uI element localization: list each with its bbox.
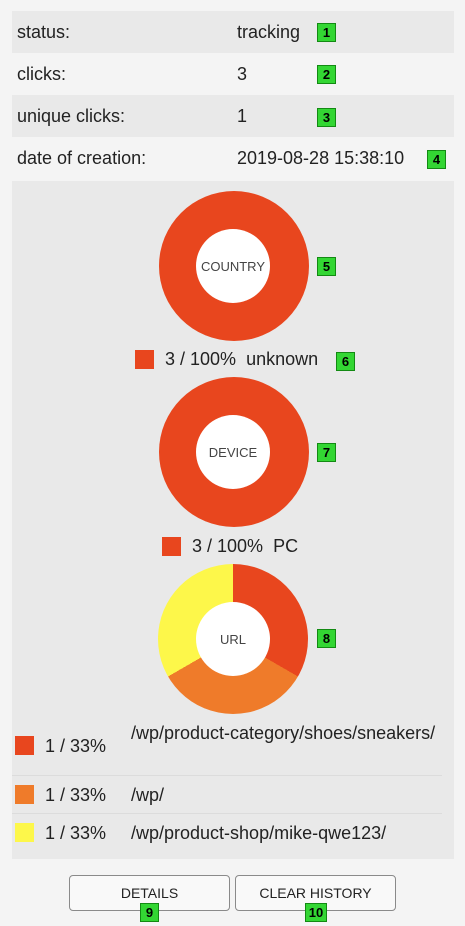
unique-clicks-value: 1: [237, 105, 248, 126]
url-legend-path: /wp/product-shop/mike-qwe123/: [131, 822, 387, 843]
marker-badge-9: 9: [140, 903, 159, 922]
clicks-value: 3: [237, 63, 248, 84]
url-legend-path: /wp/product-category/shoes/sneakers/: [131, 723, 436, 743]
url-chart-label: URL: [196, 602, 270, 676]
url-legend-swatch: [15, 785, 34, 804]
country-legend-swatch: [135, 350, 154, 369]
unique-clicks-label: unique clicks:: [17, 105, 126, 126]
url-legend-value: 1 / 33%: [45, 784, 107, 805]
country-legend: 3 / 100% unknown: [135, 349, 318, 370]
status-value: tracking: [237, 21, 301, 42]
marker-badge-6: 6: [336, 352, 355, 371]
url-legend-row: 1 / 33% /wp/product-shop/mike-qwe123/: [12, 813, 442, 851]
url-legend-swatch: [15, 823, 34, 842]
country-chart-label: COUNTRY: [196, 229, 270, 303]
marker-badge-2: 2: [317, 65, 336, 84]
unique-clicks-row: unique clicks: 1: [12, 95, 454, 137]
marker-badge-5: 5: [317, 257, 336, 276]
device-legend-swatch: [162, 537, 181, 556]
marker-badge-3: 3: [317, 108, 336, 127]
url-legend-value: 1 / 33%: [45, 822, 107, 843]
status-label: status:: [17, 21, 71, 42]
url-legend-row: 1 / 33% /wp/product-category/shoes/sneak…: [12, 719, 442, 775]
status-row: status: tracking: [12, 11, 454, 53]
country-legend-name: unknown: [246, 349, 319, 369]
marker-badge-10: 10: [305, 903, 327, 922]
url-legend-swatch: [15, 736, 34, 755]
date-row: date of creation: 2019-08-28 15:38:10: [12, 137, 454, 179]
marker-badge-8: 8: [317, 629, 336, 648]
clicks-row: clicks: 3: [12, 53, 454, 95]
date-label: date of creation:: [17, 147, 147, 168]
url-legend-path: /wp/: [131, 784, 165, 805]
device-legend-value: 3 / 100%: [192, 536, 264, 556]
country-legend-value: 3 / 100%: [165, 349, 237, 369]
url-legend-row: 1 / 33% /wp/: [12, 775, 442, 813]
marker-badge-1: 1: [317, 23, 336, 42]
marker-badge-7: 7: [317, 443, 336, 462]
device-legend: 3 / 100% PC: [162, 536, 298, 557]
date-value: 2019-08-28 15:38:10: [237, 147, 405, 168]
marker-badge-4: 4: [427, 150, 446, 169]
device-chart-label: DEVICE: [196, 415, 270, 489]
clicks-label: clicks:: [17, 63, 66, 84]
url-legend-value: 1 / 33%: [45, 736, 107, 756]
device-legend-name: PC: [273, 536, 299, 556]
